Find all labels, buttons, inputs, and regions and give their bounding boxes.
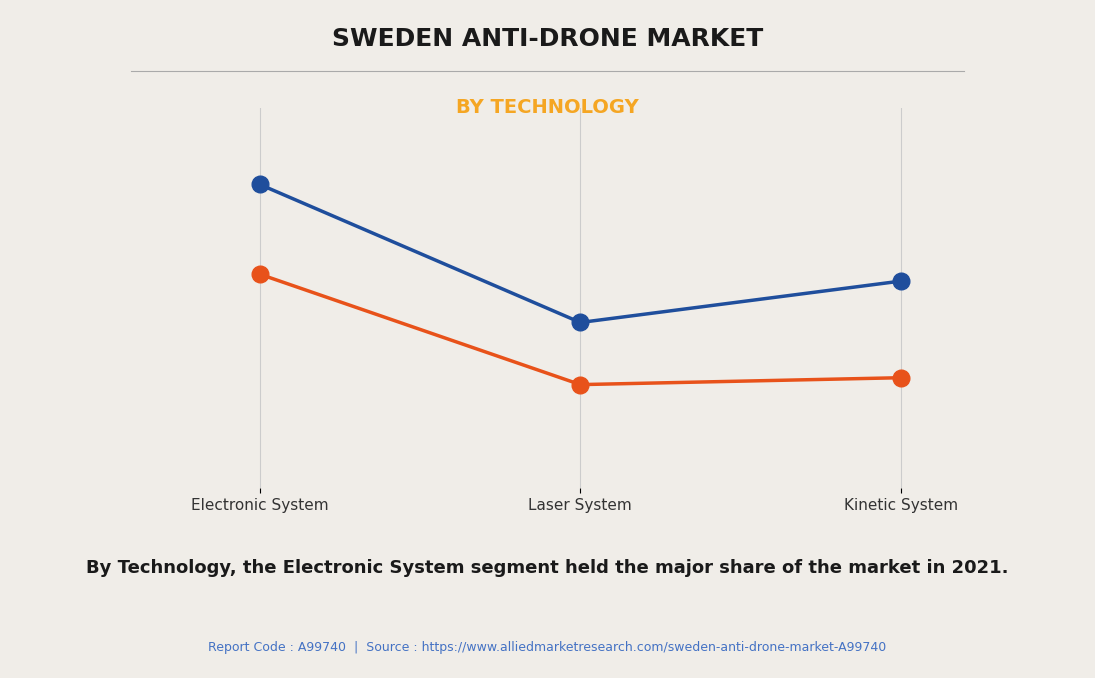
2021: [574, 380, 587, 388]
2021: [895, 374, 908, 382]
Text: SWEDEN ANTI-DRONE MARKET: SWEDEN ANTI-DRONE MARKET: [332, 27, 763, 51]
Text: By Technology, the Electronic System segment held the major share of the market : By Technology, the Electronic System seg…: [87, 559, 1008, 578]
Text: Report Code : A99740  |  Source : https://www.alliedmarketresearch.com/sweden-an: Report Code : A99740 | Source : https://…: [208, 641, 887, 654]
Text: BY TECHNOLOGY: BY TECHNOLOGY: [457, 98, 638, 117]
Line: 2031: 2031: [252, 176, 909, 331]
2031: [574, 319, 587, 327]
Line: 2021: 2021: [252, 266, 909, 393]
2031: [253, 180, 266, 188]
2031: [895, 277, 908, 285]
Legend: 2021, 2031: 2021, 2031: [472, 0, 689, 3]
2021: [253, 270, 266, 278]
